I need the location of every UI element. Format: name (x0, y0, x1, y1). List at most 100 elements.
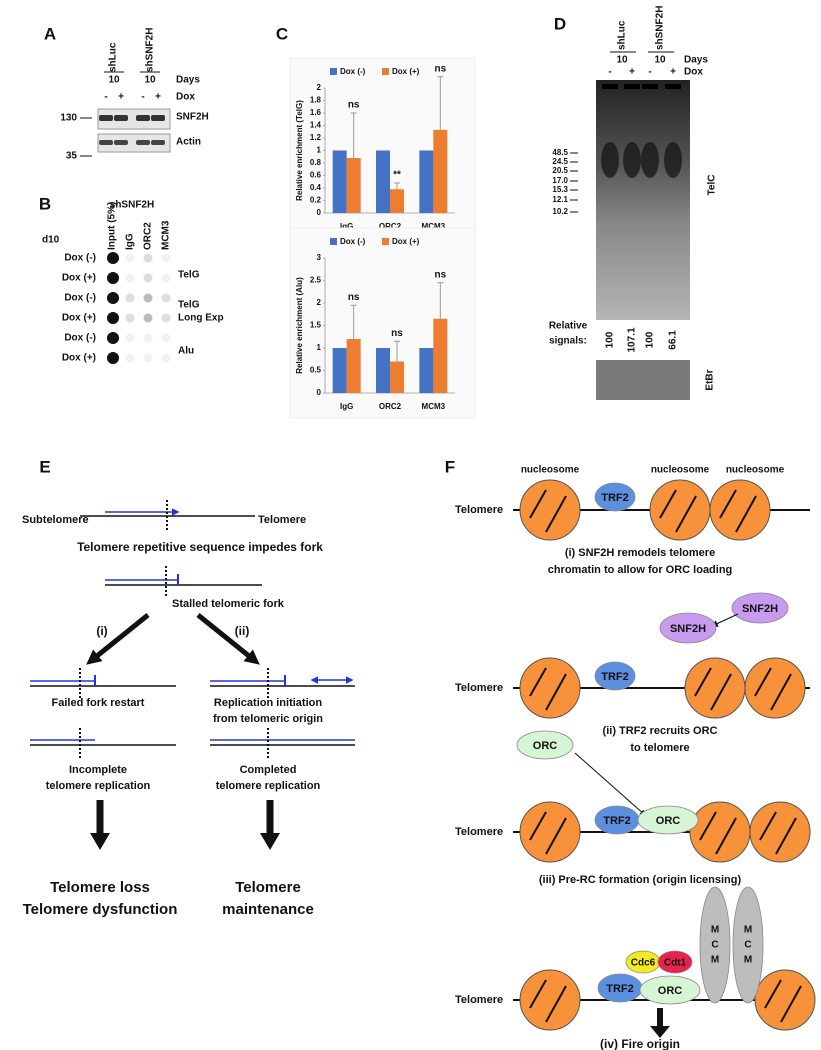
label: 1.4 (310, 121, 322, 130)
label: Cdc6 (631, 958, 656, 969)
label: 12.1 (552, 195, 568, 204)
line (196, 613, 260, 665)
label: 66.1 (668, 330, 679, 350)
nucleosome (709, 479, 771, 541)
label: nucleosome (651, 465, 710, 476)
blot (97, 133, 171, 153)
nucleosome (689, 801, 751, 863)
label: F (445, 457, 455, 476)
label: ns (391, 328, 403, 339)
line (545, 673, 567, 711)
bar (346, 339, 361, 393)
nucleosome (519, 969, 581, 1031)
label: 3 (317, 253, 322, 262)
label: 15.3 (552, 185, 568, 194)
label: ns (434, 269, 446, 280)
line (545, 817, 567, 855)
label: 10 (654, 55, 666, 66)
line (719, 489, 737, 519)
label: TelC (707, 175, 718, 196)
label: ** (393, 170, 401, 181)
label: 0 (317, 208, 322, 217)
label: - (608, 67, 611, 78)
arrow-head (260, 833, 280, 850)
protein (594, 482, 636, 512)
protein (639, 975, 701, 1005)
label: ORC2 (143, 222, 154, 250)
protein (699, 886, 731, 1004)
smear (641, 142, 659, 178)
label: Telomere loss (50, 879, 150, 896)
label: MCM3 (422, 222, 446, 231)
label: signals: (549, 336, 587, 347)
label: - (648, 67, 651, 78)
nucleosome (519, 479, 581, 541)
label: SNF2H (742, 603, 778, 615)
dot (161, 313, 171, 323)
error-bar (394, 340, 400, 362)
label: Actin (176, 137, 201, 148)
legend-swatch (330, 238, 337, 245)
label: from telomeric origin (213, 713, 323, 725)
label: IgG (340, 222, 353, 231)
label: Long Exp (178, 313, 224, 324)
label: 0.2 (310, 196, 322, 205)
label: ORC (658, 985, 683, 997)
dot (143, 313, 153, 323)
dot (107, 292, 119, 304)
line (545, 985, 567, 1023)
label: Telomere dysfunction (23, 901, 178, 918)
label: 20.5 (552, 166, 568, 175)
label: Cdt1 (664, 958, 687, 969)
dot (125, 313, 135, 323)
line (770, 673, 792, 711)
label: Telomere (455, 682, 503, 694)
label: ORC (533, 740, 558, 752)
label: 1.5 (310, 321, 322, 330)
label: maintenance (222, 901, 314, 918)
label: ns (348, 100, 360, 111)
band (99, 115, 113, 121)
bar (332, 348, 347, 393)
protein (659, 612, 717, 644)
label: Telomere repetitive sequence impedes for… (77, 540, 323, 554)
label: shSNF2H (145, 28, 156, 72)
dot (161, 333, 171, 343)
label: Dox (+) (392, 67, 420, 76)
dot (125, 253, 135, 263)
label: 2.5 (310, 276, 322, 285)
label: Dox (176, 92, 195, 103)
label: + (629, 67, 635, 78)
well (602, 84, 618, 89)
label: 1.6 (310, 108, 322, 117)
line (694, 667, 712, 697)
label: 100 (605, 331, 616, 348)
label: 0.5 (310, 366, 322, 375)
nucleosome (519, 801, 581, 863)
label: 1 (317, 343, 322, 352)
bar (390, 189, 404, 213)
gel (596, 80, 690, 320)
line (699, 811, 717, 841)
line (545, 495, 567, 533)
well (642, 84, 658, 89)
dot (143, 333, 153, 343)
label: Dox (-) (64, 253, 96, 264)
label: Days (176, 75, 200, 86)
label: Telomere (258, 514, 306, 526)
label: shLuc (108, 42, 119, 72)
dot (125, 293, 135, 303)
label: shLuc (617, 20, 628, 50)
label: Alu (178, 346, 194, 357)
label: TRF2 (603, 815, 631, 827)
line (659, 489, 677, 519)
bar (346, 158, 361, 213)
dot (161, 353, 171, 363)
band (114, 115, 128, 121)
well (665, 84, 681, 89)
label: Dox (-) (340, 67, 366, 76)
error-bar (437, 76, 444, 130)
label: Dox (-) (64, 333, 96, 344)
label: Input (5%) (107, 202, 118, 250)
